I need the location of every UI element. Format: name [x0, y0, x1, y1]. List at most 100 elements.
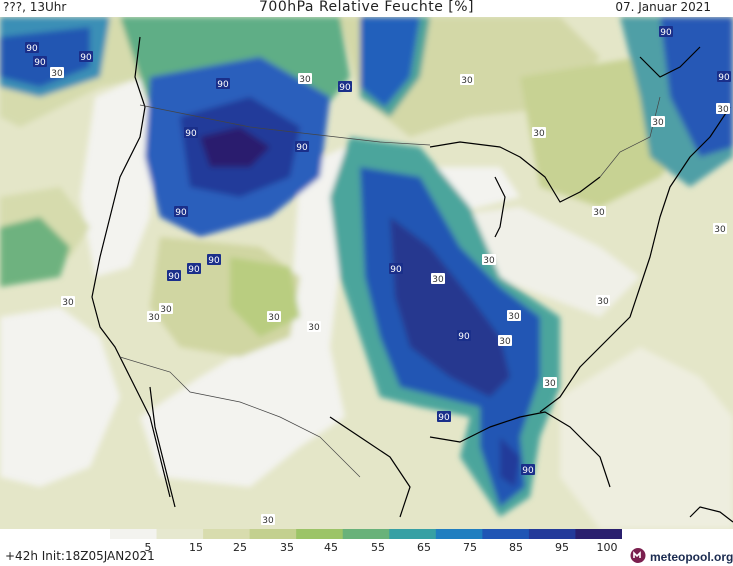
contour-value-label: 30	[543, 377, 557, 389]
svg-text:90: 90	[718, 73, 730, 83]
contour-value-label: 90	[174, 206, 188, 218]
contour-value-label: 90	[521, 464, 535, 476]
svg-text:30: 30	[483, 256, 495, 266]
contour-value-label: 30	[267, 311, 281, 323]
colorbar-tick-label: 15	[189, 541, 203, 554]
svg-text:90: 90	[80, 53, 92, 63]
colorbar-tick-label: 5	[144, 541, 152, 554]
colorbar	[110, 529, 622, 539]
svg-text:30: 30	[652, 118, 664, 128]
svg-text:90: 90	[188, 265, 200, 275]
svg-text:30: 30	[717, 105, 729, 115]
svg-text:90: 90	[458, 332, 470, 342]
colorbar-segment	[110, 529, 158, 539]
contour-value-label: 90	[216, 78, 230, 90]
contour-value-label: 90	[207, 254, 221, 266]
contour-value-label: 30	[482, 254, 496, 266]
colorbar-segment	[528, 529, 576, 539]
map-title: 700hPa Relative Feuchte [%]	[259, 0, 474, 15]
valid-time-label: ???, 13Uhr	[3, 0, 67, 14]
colorbar-tick-label: 100	[596, 541, 618, 554]
svg-text:90: 90	[660, 28, 672, 38]
colorbar-tick-label: 85	[509, 541, 523, 554]
contour-value-label: 90	[338, 81, 352, 93]
svg-text:90: 90	[168, 272, 180, 282]
contour-value-label: 30	[261, 514, 275, 526]
colorbar-segment	[435, 529, 483, 539]
colorbar-segment	[482, 529, 530, 539]
colorbar-segment	[203, 529, 251, 539]
run-info: +42h Init:18Z05JAN2021	[5, 549, 155, 563]
contour-value-label: 30	[298, 73, 312, 85]
colorbar-tick-label: 45	[324, 541, 338, 554]
contour-value-label: 30	[159, 303, 173, 315]
colorbar-segment	[575, 529, 622, 539]
contour-value-label: 30	[507, 310, 521, 322]
contour-value-label: 30	[431, 273, 445, 285]
svg-text:30: 30	[508, 312, 520, 322]
svg-text:90: 90	[34, 58, 46, 68]
svg-text:90: 90	[185, 129, 197, 139]
colorbar-tick-label: 75	[463, 541, 477, 554]
svg-text:90: 90	[175, 208, 187, 218]
svg-text:90: 90	[438, 413, 450, 423]
svg-text:90: 90	[296, 143, 308, 153]
contour-value-label: 90	[295, 141, 309, 153]
svg-text:30: 30	[299, 75, 311, 85]
colorbar-segment	[156, 529, 204, 539]
svg-text:30: 30	[593, 208, 605, 218]
svg-text:30: 30	[499, 337, 511, 347]
svg-text:90: 90	[217, 80, 229, 90]
contour-value-label: 30	[713, 223, 727, 235]
contour-value-label: 90	[457, 330, 471, 342]
svg-text:30: 30	[544, 379, 556, 389]
colorbar-tick-label: 35	[280, 541, 294, 554]
contour-value-label: 30	[61, 296, 75, 308]
contour-value-label: 30	[307, 321, 321, 333]
colorbar-segment	[296, 529, 344, 539]
contour-value-label: 90	[33, 56, 47, 68]
contour-value-label: 30	[716, 103, 730, 115]
colorbar-segment	[249, 529, 297, 539]
contour-value-label: 30	[147, 311, 161, 323]
contour-value-label: 90	[717, 71, 731, 83]
svg-text:90: 90	[390, 265, 402, 275]
contour-value-label: 90	[25, 42, 39, 54]
svg-text:90: 90	[208, 256, 220, 266]
brand-name: meteopool.org	[650, 550, 733, 564]
contour-value-label: 90	[659, 26, 673, 38]
contour-value-label: 90	[389, 263, 403, 275]
svg-text:90: 90	[339, 83, 351, 93]
colorbar-tick-label: 25	[233, 541, 247, 554]
svg-text:90: 90	[26, 44, 38, 54]
contour-value-label: 90	[187, 263, 201, 275]
contour-value-label: 30	[532, 127, 546, 139]
contour-value-label: 30	[596, 295, 610, 307]
svg-text:30: 30	[160, 305, 172, 315]
colorbar-segment	[389, 529, 437, 539]
colorbar-segment	[342, 529, 390, 539]
colorbar-tick-label: 95	[555, 541, 569, 554]
contour-value-label: 30	[50, 67, 64, 79]
contour-value-label: 30	[498, 335, 512, 347]
svg-text:30: 30	[262, 516, 274, 526]
contour-value-label: 90	[79, 51, 93, 63]
svg-text:30: 30	[533, 129, 545, 139]
forecast-date: 07. Januar 2021	[615, 0, 711, 14]
contour-value-label: 90	[437, 411, 451, 423]
svg-text:30: 30	[51, 69, 63, 79]
svg-text:30: 30	[461, 76, 473, 86]
contour-value-label: 90	[167, 270, 181, 282]
contour-value-label: 30	[651, 116, 665, 128]
contour-value-label: 30	[460, 74, 474, 86]
colorbar-tick-label: 65	[417, 541, 431, 554]
svg-text:30: 30	[62, 298, 74, 308]
svg-text:90: 90	[522, 466, 534, 476]
svg-text:30: 30	[432, 275, 444, 285]
colorbar-tick-label: 55	[371, 541, 385, 554]
svg-text:30: 30	[148, 313, 160, 323]
svg-text:30: 30	[714, 225, 726, 235]
svg-text:30: 30	[308, 323, 320, 333]
meteopool-logo[interactable]	[628, 547, 733, 564]
